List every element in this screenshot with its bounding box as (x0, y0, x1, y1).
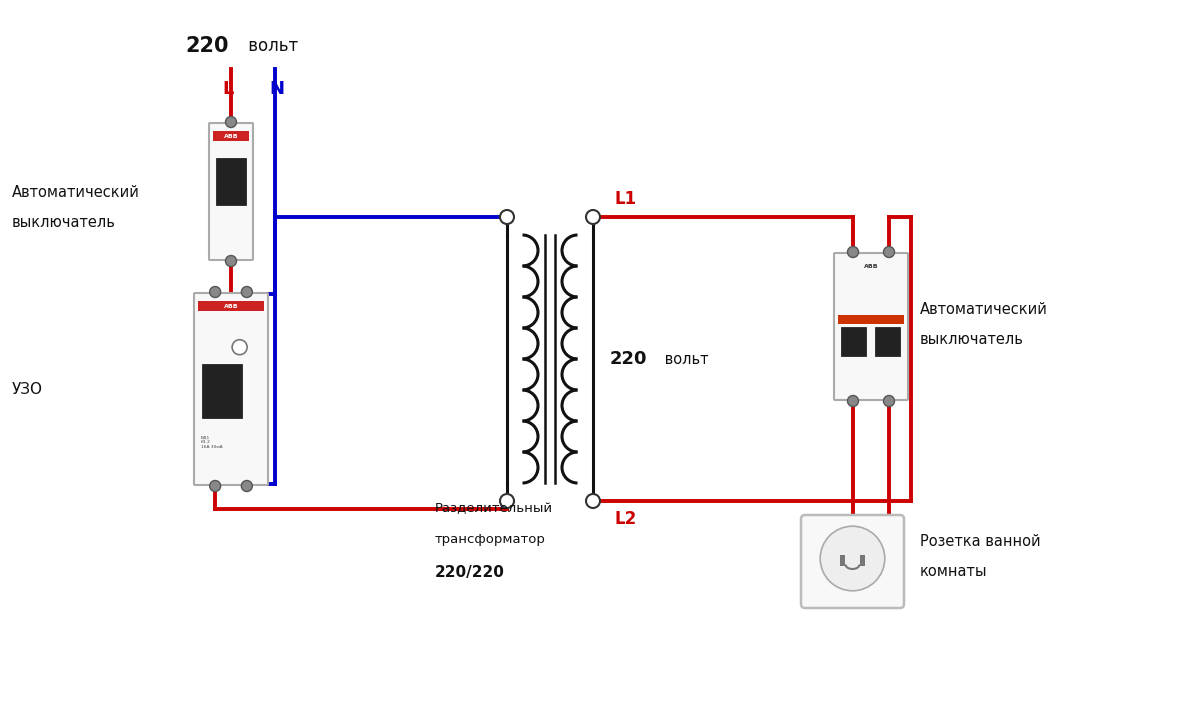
Bar (198, 301, 264, 311)
Text: Автоматический: Автоматический (920, 301, 1048, 316)
Text: ABB: ABB (223, 303, 239, 308)
Text: L2: L2 (616, 510, 637, 528)
Text: 220: 220 (610, 350, 648, 368)
Circle shape (232, 340, 247, 355)
Circle shape (586, 494, 600, 508)
Text: 220: 220 (185, 36, 228, 56)
Bar (838, 315, 904, 323)
Bar (202, 364, 242, 418)
Text: комнаты: комнаты (920, 565, 988, 580)
Circle shape (241, 481, 252, 491)
Text: вольт: вольт (244, 37, 299, 55)
Circle shape (210, 481, 221, 491)
FancyBboxPatch shape (834, 253, 908, 400)
Circle shape (586, 210, 600, 224)
Circle shape (226, 116, 236, 128)
Text: 220/220: 220/220 (434, 565, 505, 580)
Circle shape (500, 494, 514, 508)
Text: Автоматический: Автоматический (12, 184, 140, 199)
Circle shape (883, 246, 894, 258)
Bar (841, 326, 866, 356)
Text: выключатель: выключатель (920, 331, 1024, 346)
Circle shape (210, 286, 221, 298)
Bar (860, 555, 865, 565)
Circle shape (847, 246, 858, 258)
Text: трансформатор: трансформатор (434, 533, 546, 545)
Text: Разделительный: Разделительный (434, 503, 553, 516)
Bar (875, 326, 900, 356)
FancyBboxPatch shape (209, 123, 253, 260)
Circle shape (821, 526, 884, 590)
Bar (214, 131, 250, 141)
Bar (840, 555, 845, 565)
Circle shape (883, 396, 894, 406)
Text: ABB: ABB (864, 263, 878, 268)
Text: L1: L1 (616, 190, 637, 208)
Circle shape (847, 396, 858, 406)
Circle shape (241, 286, 252, 298)
Text: Розетка ванной: Розетка ванной (920, 535, 1040, 550)
Text: ABB: ABB (223, 134, 239, 139)
Text: L: L (222, 80, 234, 98)
FancyBboxPatch shape (802, 515, 904, 608)
Bar (216, 158, 246, 205)
Circle shape (500, 210, 514, 224)
Text: УЗО: УЗО (12, 381, 43, 396)
Text: ВД1
63-2
16А 30мА: ВД1 63-2 16А 30мА (200, 436, 222, 449)
Text: выключатель: выключатель (12, 214, 116, 229)
FancyBboxPatch shape (194, 293, 268, 485)
Text: вольт: вольт (660, 351, 708, 366)
Circle shape (226, 256, 236, 266)
Text: N: N (269, 80, 284, 98)
